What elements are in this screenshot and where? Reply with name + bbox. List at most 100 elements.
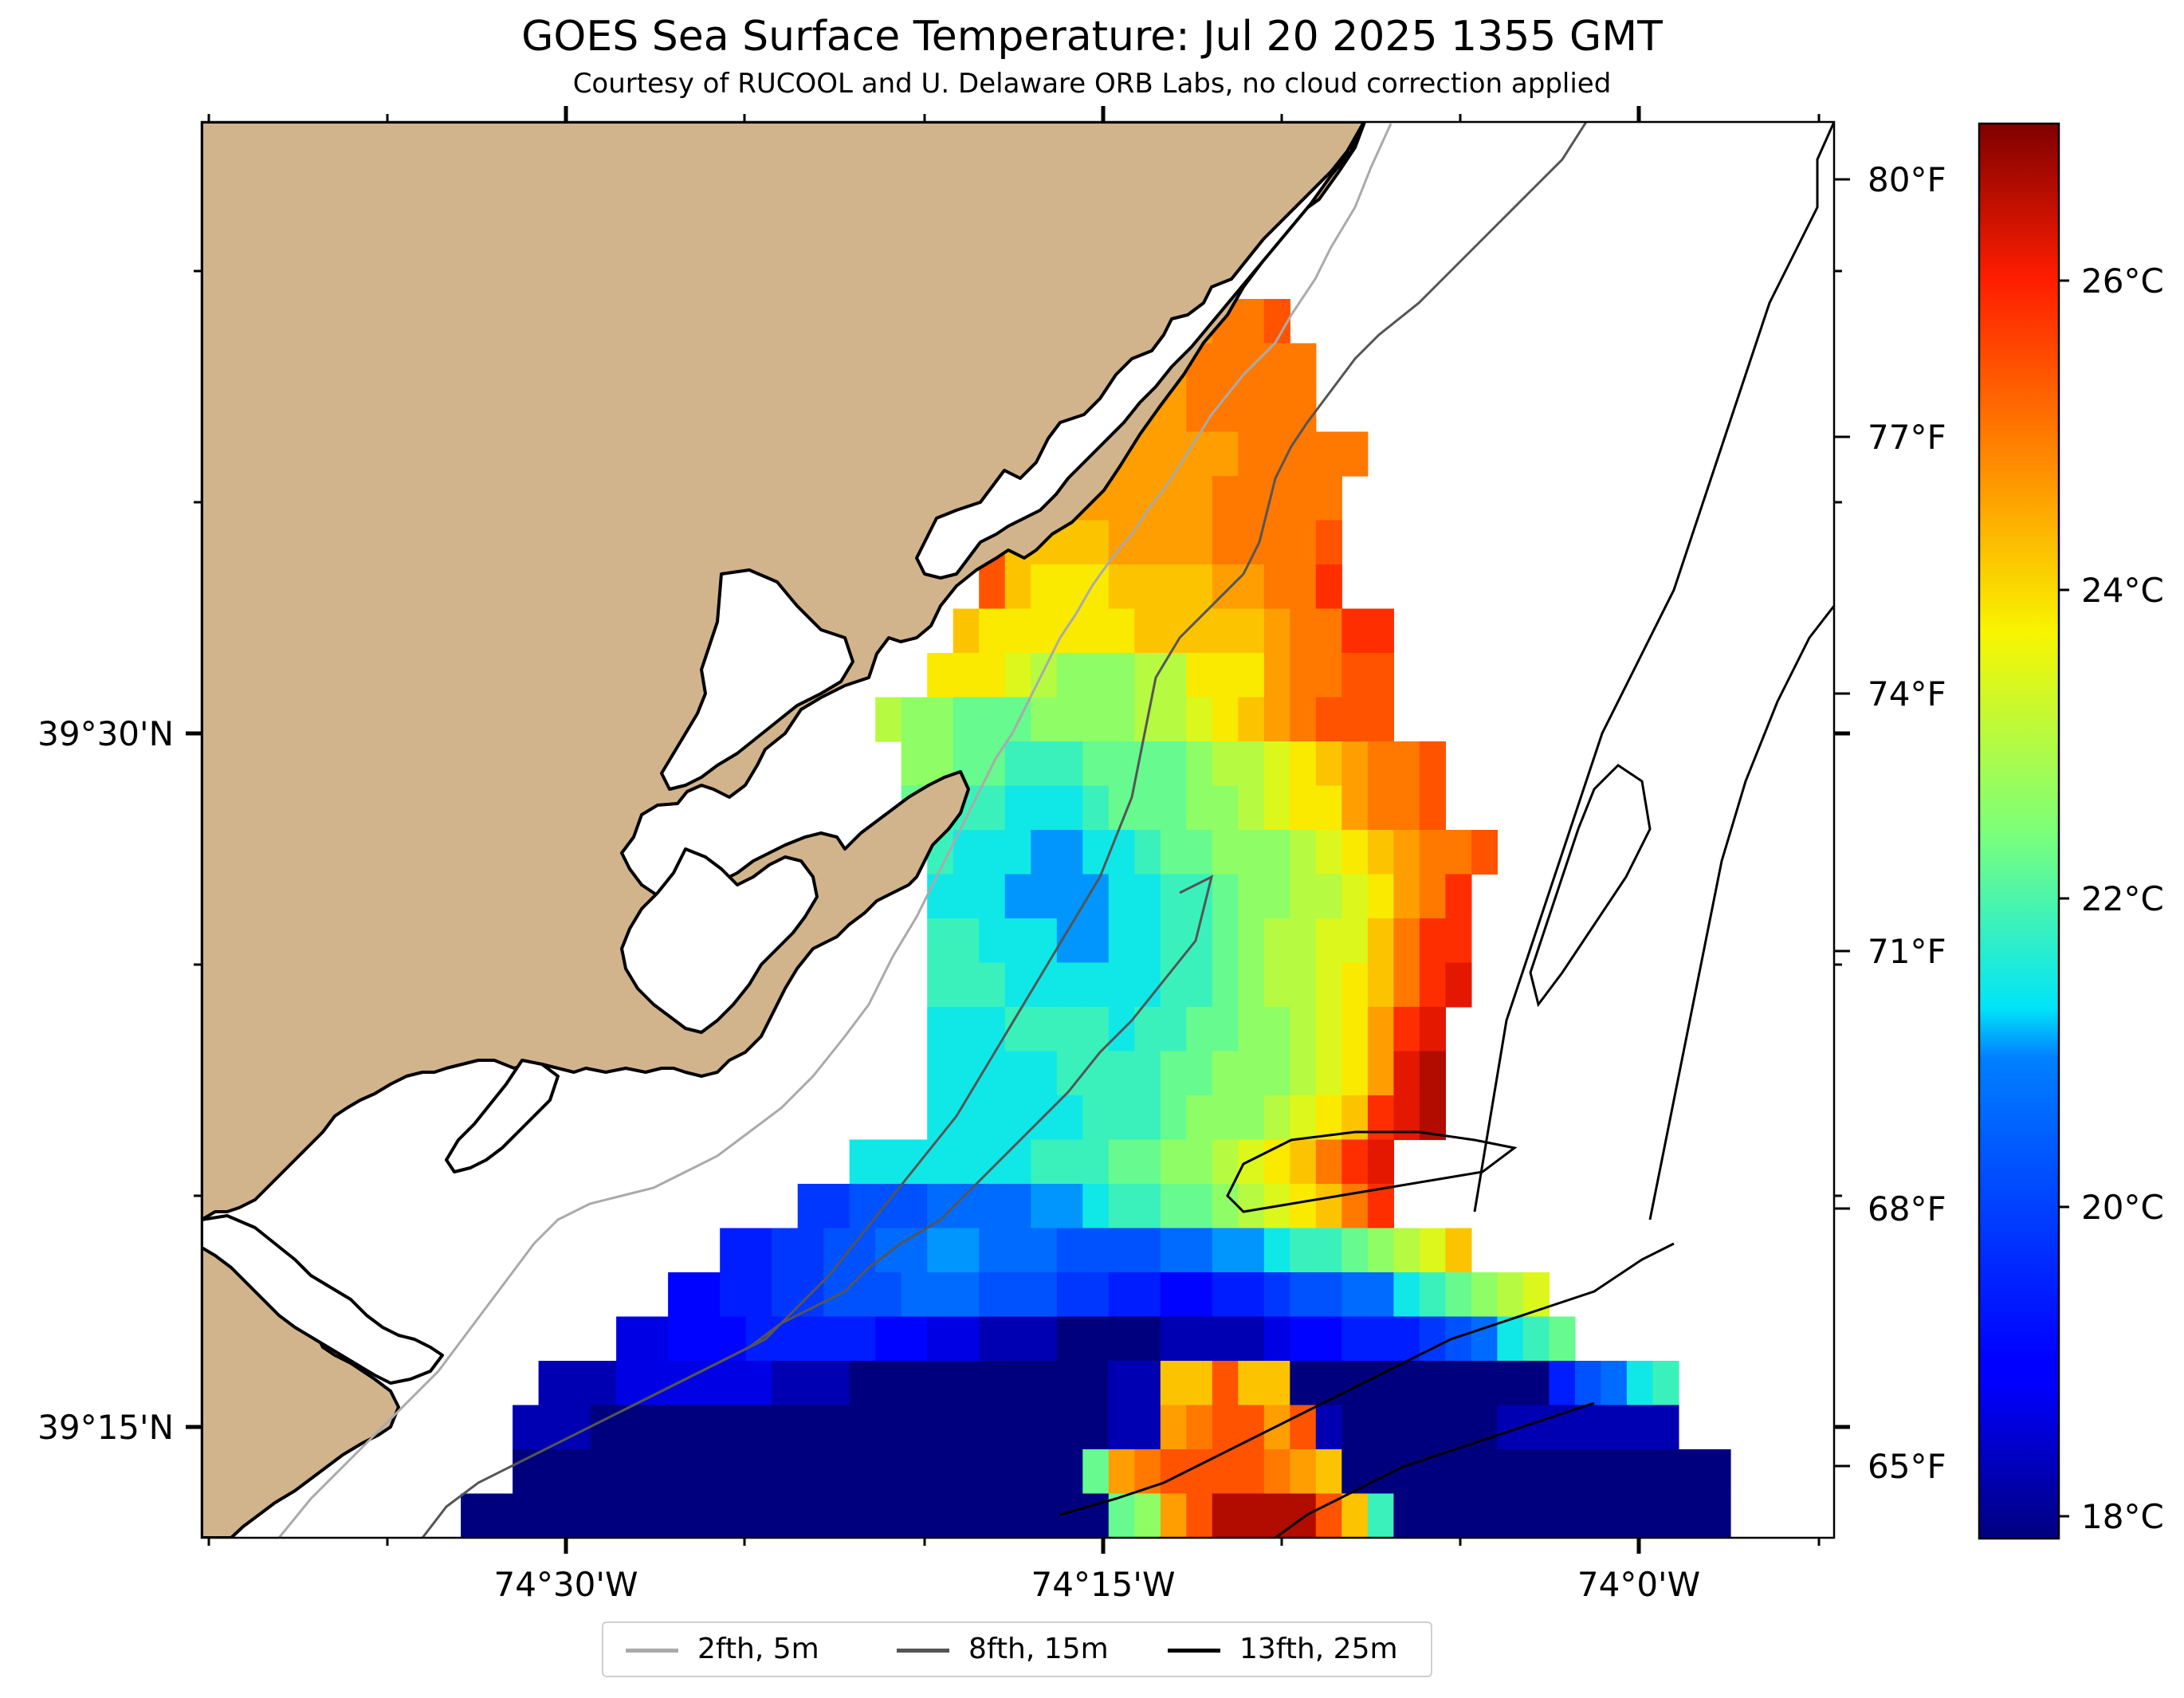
- sst-cell: [979, 1272, 1006, 1318]
- sst-cell: [1160, 1139, 1187, 1185]
- sst-cell: [901, 1361, 928, 1406]
- sst-cell: [1367, 1007, 1394, 1052]
- sst-cell: [1393, 1449, 1420, 1495]
- sst-cell: [1134, 1184, 1161, 1229]
- sst-cell: [538, 1361, 565, 1406]
- sst-cell: [1290, 741, 1317, 787]
- sst-cell: [1290, 520, 1317, 565]
- fahrenheit-label: 65°F: [1868, 1447, 1946, 1486]
- sst-cell: [1290, 697, 1317, 742]
- sst-cell: [1419, 785, 1446, 831]
- legend-label: 13fth, 25m: [1239, 1633, 1398, 1665]
- sst-cell: [1186, 608, 1213, 654]
- fahrenheit-label: 77°F: [1868, 418, 1946, 457]
- sst-cell: [693, 1272, 721, 1318]
- sst-cell: [823, 1493, 850, 1538]
- sst-cell: [1341, 830, 1369, 875]
- sst-cell: [1082, 1361, 1110, 1406]
- sst-cell: [927, 874, 954, 919]
- fahrenheit-label: 71°F: [1868, 932, 1946, 971]
- sst-cell: [590, 1493, 617, 1538]
- legend-item-8fth: 8fth, 15m: [874, 1623, 1145, 1676]
- sst-cell: [745, 1493, 772, 1538]
- sst-cell: [1263, 520, 1290, 565]
- legend-item-2fth: 2fth, 5m: [603, 1623, 874, 1676]
- sst-cell: [1238, 1007, 1265, 1052]
- sst-cell: [1134, 431, 1161, 477]
- sst-cell: [1471, 1493, 1498, 1538]
- sst-cell: [1160, 653, 1187, 698]
- sst-cell: [513, 1493, 540, 1538]
- sst-cell: [1160, 1316, 1187, 1362]
- sst-cell: [1315, 608, 1342, 654]
- sst-cell: [1056, 1095, 1083, 1141]
- legend-label: 8fth, 15m: [968, 1633, 1109, 1665]
- sst-cell: [1082, 1139, 1110, 1185]
- sst-cell: [1263, 1007, 1290, 1052]
- sst-cell: [1238, 1493, 1265, 1538]
- sst-cell: [1108, 1272, 1135, 1318]
- sst-cell: [1082, 874, 1110, 919]
- sst-cell: [979, 608, 1006, 654]
- sst-cell: [1263, 918, 1290, 964]
- sst-cell: [1315, 741, 1342, 787]
- sst-cell: [1160, 564, 1187, 610]
- sst-cell: [1393, 1051, 1420, 1096]
- sst-cell: [1393, 830, 1420, 875]
- sst-cell: [979, 653, 1006, 698]
- sst-cell: [1445, 1228, 1472, 1273]
- isobaths: [277, 122, 1834, 1538]
- sst-cell: [1549, 1493, 1576, 1538]
- sst-cell: [979, 1405, 1006, 1450]
- sst-cell: [979, 1361, 1006, 1406]
- sst-cell: [1367, 1139, 1394, 1185]
- sst-cell: [1522, 1361, 1550, 1406]
- sst-cell: [1263, 1405, 1290, 1450]
- sst-cell: [1031, 564, 1058, 610]
- sst-cell: [1004, 564, 1031, 610]
- sst-cell: [513, 1405, 540, 1450]
- sst-cell: [1263, 1228, 1290, 1273]
- sst-cell: [1315, 1007, 1342, 1052]
- sst-cell: [875, 1405, 902, 1450]
- sst-cell: [1056, 830, 1083, 875]
- sst-cell: [1367, 1272, 1394, 1318]
- sst-cell: [1134, 830, 1161, 875]
- sst-cell: [953, 1449, 980, 1495]
- sst-cell: [1315, 697, 1342, 742]
- sst-cell: [1652, 1493, 1679, 1538]
- sst-cell: [797, 1316, 824, 1362]
- sst-cell: [1367, 1051, 1394, 1096]
- isobath-8fth-b: [621, 875, 1214, 1413]
- sst-cell: [1134, 1493, 1161, 1538]
- sst-cell: [1031, 697, 1058, 742]
- sst-cell: [1238, 785, 1265, 831]
- sst-cell: [642, 1449, 669, 1495]
- sst-cell: [1445, 874, 1472, 919]
- sst-cell: [1263, 697, 1290, 742]
- sst-cell: [616, 1493, 643, 1538]
- chart-title: GOES Sea Surface Temperature: Jul 20 202…: [521, 13, 1663, 61]
- sst-cell: [693, 1449, 721, 1495]
- sst-cell: [1238, 1272, 1265, 1318]
- sst-cell: [1445, 1361, 1472, 1406]
- sst-cell: [901, 1139, 928, 1185]
- colorbar-celsius-label: 26°C: [2081, 261, 2164, 301]
- sst-cell: [875, 697, 902, 742]
- sst-cell: [642, 1493, 669, 1538]
- sst-cell: [927, 1228, 954, 1273]
- sst-cell: [1031, 1405, 1058, 1450]
- sst-cell: [1315, 918, 1342, 964]
- sst-cell: [1004, 1361, 1031, 1406]
- sst-cell: [1134, 564, 1161, 610]
- colorbar: [1978, 122, 2060, 1540]
- sst-cell: [1341, 962, 1369, 1008]
- sst-cell: [1419, 1228, 1446, 1273]
- sst-cell: [1160, 1493, 1187, 1538]
- sst-cell: [642, 1316, 669, 1362]
- sst-cell: [927, 653, 954, 698]
- sst-cell: [1263, 1051, 1290, 1096]
- sst-cell: [1160, 1051, 1187, 1096]
- sst-cell: [720, 1272, 747, 1318]
- sst-cell: [1341, 1139, 1369, 1185]
